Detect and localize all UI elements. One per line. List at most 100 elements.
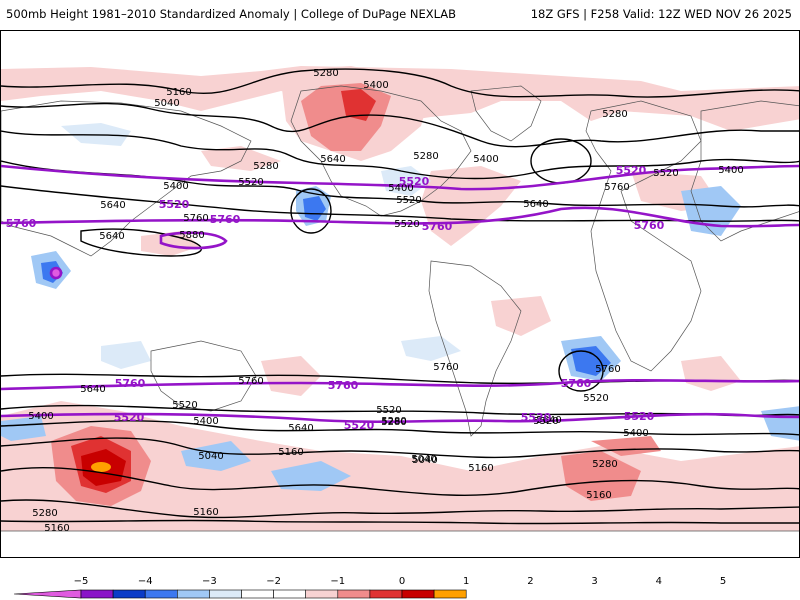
contour-label: 5400 — [193, 416, 218, 427]
contour-label: 5520 — [172, 400, 197, 411]
negative-anomaly-region — [271, 461, 351, 491]
contour-label: 5520 — [396, 195, 421, 206]
colorbar-tick-label: 0 — [399, 576, 405, 587]
purple-contour-5520-north — [1, 164, 799, 191]
thickness-lines — [1, 164, 799, 424]
contour-label-layer: 5280 5400 5160 5040 5280 5640 5400 5520 … — [28, 68, 743, 534]
colorbar-tick-label: −2 — [266, 576, 281, 587]
purple-contour-5760-north — [1, 206, 799, 228]
colorbar-tick-label: 5 — [720, 576, 726, 587]
contour-label: 5400 — [623, 428, 648, 439]
contour-label: 5400 — [718, 165, 743, 176]
contour-label: 5520 — [583, 393, 608, 404]
contour-label: 5640 — [80, 384, 105, 395]
contour-line — [1, 437, 799, 459]
thickness-label: 5760 — [634, 219, 665, 232]
contour-label: 5520 — [238, 177, 263, 188]
colorbar-segment — [401, 589, 435, 599]
colorbar-tick-label: −1 — [330, 576, 345, 587]
purple-contour-5880 — [159, 231, 228, 250]
colorbar-segment — [13, 589, 82, 599]
contour-line — [1, 185, 799, 222]
thickness-label: 5760 — [422, 220, 453, 233]
contour-label: 5760 — [238, 376, 263, 387]
contour-label: 5640 — [288, 423, 313, 434]
contour-label: 5280 — [602, 109, 627, 120]
contour-label: 5400 — [473, 154, 498, 165]
contour-label: 5280 — [32, 508, 57, 519]
thickness-label: 5520 — [344, 419, 375, 432]
contour-label: 5520 — [653, 168, 678, 179]
thickness-label: 5520 — [624, 410, 655, 423]
negative-anomaly-region — [401, 336, 461, 361]
moderate-negative-anomaly — [571, 346, 611, 376]
thickness-label: 5520 — [399, 175, 430, 188]
colorbar-graphic: −5 −4 −3 −2 −1 0 1 2 3 4 5 — [13, 576, 726, 599]
contour-label: 5400 — [28, 411, 53, 422]
positive-anomaly-region — [421, 166, 521, 246]
contour-label: 5400 — [363, 80, 388, 91]
colorbar-tick-label: −4 — [138, 576, 153, 587]
thickness-label: 5520 — [159, 198, 190, 211]
contour-line — [1, 420, 799, 436]
colorbar: −5 −4 −3 −2 −1 0 1 2 3 4 5 — [0, 570, 800, 600]
thickness-label: 5760 — [328, 379, 359, 392]
colorbar-tick-label: 1 — [463, 576, 469, 587]
extreme-anomaly-core — [91, 462, 111, 472]
contour-label: 5160 — [193, 507, 218, 518]
contour-label: 5040 — [411, 454, 436, 465]
australia-outline — [150, 340, 257, 412]
contour-label: 5280 — [313, 68, 338, 79]
contour-label: 5160 — [278, 447, 303, 458]
map-header: 500mb Height 1981–2010 Standardized Anom… — [0, 0, 800, 30]
colorbar-segment — [433, 589, 467, 599]
thickness-label: 5760 — [6, 217, 37, 230]
thickness-label: 5520 — [114, 411, 145, 424]
contour-line — [1, 499, 799, 519]
negative-anomaly-region — [101, 341, 151, 369]
thickness-label: 5760 — [210, 213, 241, 226]
contour-label: 5640 — [320, 154, 345, 165]
contour-label: 5280 — [381, 416, 406, 427]
contour-label: 5760 — [433, 362, 458, 373]
colorbar-segment — [80, 589, 114, 599]
moderate-negative-anomaly — [303, 196, 326, 221]
strong-positive-anomaly — [561, 451, 641, 501]
map-panel[interactable]: 5280 5400 5160 5040 5280 5640 5400 5520 … — [0, 30, 800, 558]
south-america-outline — [428, 260, 522, 437]
contour-line — [80, 228, 203, 257]
asia-outline — [690, 100, 799, 242]
negative-anomaly-region — [761, 406, 799, 441]
closed-low-contour — [290, 188, 332, 234]
colorbar-segment — [144, 589, 178, 599]
asia-west-outline — [1, 100, 252, 257]
colorbar-segment — [112, 589, 146, 599]
colorbar-tick-label: 2 — [527, 576, 533, 587]
contour-label: 5160 — [586, 490, 611, 501]
colorbar-tick-label: −3 — [202, 576, 217, 587]
greenland-outline — [470, 85, 542, 142]
colorbar-segment — [337, 589, 371, 599]
anomaly-map[interactable]: 5280 5400 5160 5040 5280 5640 5400 5520 … — [1, 31, 800, 558]
negative-anomaly-region — [1, 416, 46, 441]
contour-label: 5040 — [412, 455, 437, 466]
purple-contour-5520-south — [1, 412, 799, 424]
colorbar-segment — [177, 589, 210, 599]
contour-label: 5640 — [100, 200, 125, 211]
contour-label: 5040 — [154, 98, 179, 109]
positive-anomaly-region — [591, 436, 661, 456]
map-title: 500mb Height 1981–2010 Standardized Anom… — [6, 7, 457, 21]
colorbar-tick-label: 3 — [591, 576, 597, 587]
thickness-label: 5520 — [521, 411, 552, 424]
colorbar-segment — [241, 589, 274, 599]
closed-low-contour — [530, 138, 592, 184]
negative-anomaly-region — [681, 186, 741, 236]
contour-label: 5400 — [163, 181, 188, 192]
contour-line — [1, 68, 799, 98]
height-contours — [1, 68, 799, 525]
purple-contour-closed — [49, 266, 63, 280]
contour-label: 5760 — [604, 182, 629, 193]
colorbar-tick-label: −5 — [74, 576, 89, 587]
contour-line — [1, 519, 799, 525]
thickness-label: 5760 — [115, 377, 146, 390]
